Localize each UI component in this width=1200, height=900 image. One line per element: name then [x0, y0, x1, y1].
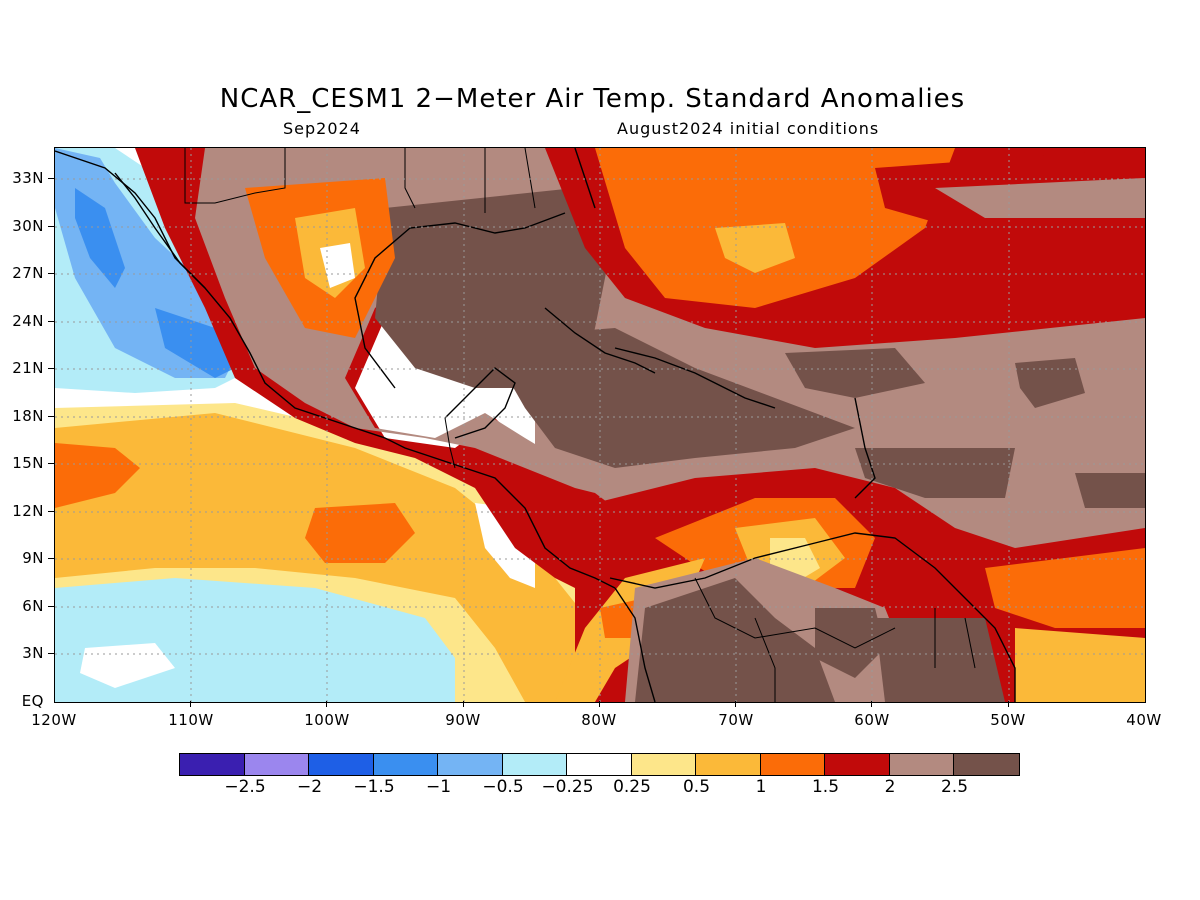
- lat-tick: [48, 511, 54, 512]
- anomaly-map: [54, 147, 1146, 703]
- lat-tick: [48, 178, 54, 179]
- lat-tick: [48, 321, 54, 322]
- lat-tick: [48, 368, 54, 369]
- field-sa-dark-3: [875, 618, 1005, 702]
- lat-label-12n: 12N: [12, 502, 44, 520]
- colorbar-swatch: [631, 754, 696, 775]
- colorbar-swatch: [180, 754, 245, 775]
- colorbar-swatch: [244, 754, 309, 775]
- lat-label-3n: 3N: [22, 644, 44, 662]
- colorbar-swatch: [954, 754, 1019, 775]
- colorbar-label: −0.5: [482, 777, 524, 797]
- field-atlantic-dark-3: [855, 448, 1015, 498]
- lon-tick: [1008, 701, 1009, 707]
- field-sa-dark: [635, 578, 835, 702]
- lat-label-21n: 21N: [12, 359, 44, 377]
- field-atl-south-warm: [1015, 628, 1145, 702]
- field-pacific-hot-west: [55, 443, 140, 508]
- field-sa-dark-2: [815, 608, 885, 678]
- lat-tick: [48, 226, 54, 227]
- lat-tick: [48, 416, 54, 417]
- lon-label-50w: 50W: [990, 711, 1026, 729]
- lat-tick: [48, 273, 54, 274]
- lat-label-30n: 30N: [12, 217, 44, 235]
- lat-tick: [48, 558, 54, 559]
- forecast-month: Sep2024: [283, 119, 361, 138]
- borders: [184, 148, 976, 702]
- colorbar-swatch: [567, 754, 632, 775]
- lon-label-40w: 40W: [1126, 711, 1162, 729]
- lon-tick: [735, 701, 736, 707]
- colorbar-label: −1.5: [353, 777, 395, 797]
- colorbar-label: 2: [884, 777, 896, 797]
- lon-tick: [871, 701, 872, 707]
- field-atlantic-dark-2: [1015, 358, 1085, 408]
- colorbar-label: −0.25: [541, 777, 594, 797]
- lon-label-100w: 100W: [304, 711, 350, 729]
- colorbar-swatch: [502, 754, 567, 775]
- colorbar-label: 2.5: [940, 777, 969, 797]
- lat-tick: [48, 653, 54, 654]
- field-atl-south-hot: [985, 548, 1145, 628]
- lat-label-24n: 24N: [12, 312, 44, 330]
- field-caribbean-dark: [485, 328, 855, 468]
- lon-tick: [190, 701, 191, 707]
- colorbar-swatch: [438, 754, 503, 775]
- colorbar-swatch: [373, 754, 438, 775]
- lat-tick: [48, 606, 54, 607]
- colorbar-swatch: [760, 754, 825, 775]
- field-pacific-cooler-2: [155, 308, 235, 378]
- field-pacific-cooler: [75, 188, 125, 288]
- lon-label-120w: 120W: [31, 711, 77, 729]
- lat-label-15n: 15N: [12, 454, 44, 472]
- lat-tick: [48, 463, 54, 464]
- field-atlantic-dark-4: [1075, 473, 1145, 508]
- field-atlantic-warm: [715, 223, 795, 273]
- lat-label-27n: 27N: [12, 264, 44, 282]
- lat-label-eq: EQ: [21, 692, 44, 710]
- lon-label-110w: 110W: [168, 711, 214, 729]
- lat-label-18n: 18N: [12, 407, 44, 425]
- lon-tick: [599, 701, 600, 707]
- field-atlantic-east-tan: [935, 178, 1145, 218]
- colorbar-label: −2: [296, 777, 323, 797]
- lon-label-70w: 70W: [718, 711, 754, 729]
- gridlines: [55, 148, 1145, 702]
- lon-tick: [326, 701, 327, 707]
- lon-tick: [463, 701, 464, 707]
- lat-label-9n: 9N: [22, 549, 44, 567]
- colorbar-label: 1: [755, 777, 767, 797]
- map-svg: [55, 148, 1145, 702]
- colorbar-swatch: [696, 754, 761, 775]
- coastlines: [55, 148, 1016, 702]
- lon-label-60w: 60W: [854, 711, 890, 729]
- colorbar: [179, 753, 1020, 776]
- lon-label-80w: 80W: [581, 711, 617, 729]
- colorbar-label: 0.5: [682, 777, 711, 797]
- lon-label-90w: 90W: [445, 711, 481, 729]
- colorbar-label: 1.5: [811, 777, 840, 797]
- lat-label-33n: 33N: [12, 169, 44, 187]
- lat-label-6n: 6N: [22, 597, 44, 615]
- chart-title: NCAR_CESM1 2−Meter Air Temp. Standard An…: [219, 84, 966, 114]
- colorbar-swatch: [825, 754, 890, 775]
- colorbar-label: −2.5: [224, 777, 266, 797]
- field-texas-white: [320, 243, 355, 288]
- initial-conditions: August2024 initial conditions: [617, 119, 880, 138]
- colorbar-label: 0.25: [613, 777, 651, 797]
- field-atlantic-dark-1: [785, 348, 925, 398]
- colorbar-label: −1: [425, 777, 452, 797]
- colorbar-swatch: [889, 754, 954, 775]
- field-pacific-hot-center: [305, 503, 415, 563]
- colorbar-swatch: [309, 754, 374, 775]
